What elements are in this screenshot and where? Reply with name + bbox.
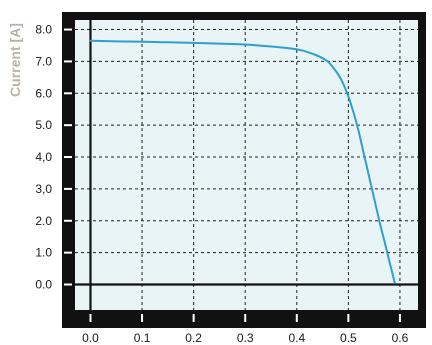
series-group <box>89 39 396 284</box>
y-tick-label: 4,0 <box>35 150 52 164</box>
series-line-0 <box>89 39 396 284</box>
x-tick-label: 0.6 <box>392 331 409 345</box>
y-tick-label: 6.0 <box>35 86 52 100</box>
x-tick-label: 0.2 <box>185 331 202 345</box>
y-tick-label: 2.0 <box>35 214 52 228</box>
y-axis-label: Current [A] <box>7 23 23 97</box>
x-tick-label: 0.4 <box>288 331 305 345</box>
y-tick-label: 5.0 <box>35 118 52 132</box>
y-tick-label: 3,0 <box>35 182 52 196</box>
x-tick-label: 0.1 <box>134 331 151 345</box>
plot-area <box>75 20 418 310</box>
x-tick-label: 0.3 <box>237 331 254 345</box>
y-tick-label: 1.0 <box>35 246 52 260</box>
y-tick-label: 8.0 <box>35 23 52 37</box>
y-tick-label: 7.0 <box>35 54 52 68</box>
y-tick-label: 0.0 <box>35 278 52 292</box>
x-tick-label: 0.0 <box>82 331 99 345</box>
gridlines <box>75 20 418 310</box>
x-tick-label: 0.5 <box>340 331 357 345</box>
x-tick-labels: 0.0 0.1 0.2 0.3 0.4 0.5 0.6 <box>82 314 409 345</box>
y-tick-labels: 0.0 1.0 2.0 3,0 4,0 5.0 6.0 7.0 8.0 <box>35 23 72 292</box>
